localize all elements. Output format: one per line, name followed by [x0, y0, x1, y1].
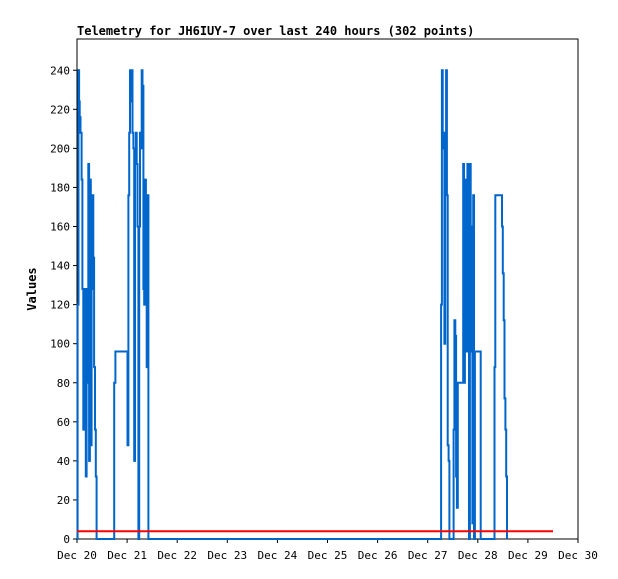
y-tick-label: 40 — [57, 455, 70, 468]
x-tick-label: Dec 21 — [107, 549, 147, 562]
x-tick-label: Dec 25 — [308, 549, 348, 562]
x-tick-label: Dec 23 — [207, 549, 247, 562]
x-tick-label: Dec 26 — [358, 549, 398, 562]
y-axis: 0 20 40 60 80 100 120 140 160 180 200 220 240 — [50, 64, 77, 546]
y-axis-label: Values — [25, 267, 39, 310]
x-tick-label: Dec 24 — [258, 549, 298, 562]
y-tick-label: 140 — [50, 260, 70, 273]
y-tick-label: 240 — [50, 64, 70, 77]
y-tick-label: 200 — [50, 142, 70, 155]
x-tick-label: Dec 20 — [57, 549, 97, 562]
telemetry-series-line — [76, 69, 508, 540]
x-tick-label: Dec 27 — [408, 549, 448, 562]
y-tick-label: 80 — [57, 377, 70, 390]
series-layer — [76, 69, 553, 540]
x-tick-label: Dec 29 — [508, 549, 548, 562]
x-tick-label: Dec 22 — [157, 549, 197, 562]
y-tick-label: 160 — [50, 221, 70, 234]
y-tick-label: 100 — [50, 338, 70, 351]
x-tick-label: Dec 28 — [458, 549, 498, 562]
y-tick-label: 60 — [57, 416, 70, 429]
x-axis: Dec 20 Dec 21 Dec 22 Dec 23 Dec 24 Dec 25 Dec … — [57, 539, 598, 562]
y-tick-label: 120 — [50, 299, 70, 312]
chart-title: Telemetry for JH6IUY-7 over last 240 hou… — [77, 24, 474, 38]
x-tick-label: Dec 30 — [558, 549, 598, 562]
y-tick-label: 180 — [50, 181, 70, 194]
y-tick-label: 0 — [63, 533, 70, 546]
y-tick-label: 220 — [50, 103, 70, 116]
y-tick-label: 20 — [57, 494, 70, 507]
